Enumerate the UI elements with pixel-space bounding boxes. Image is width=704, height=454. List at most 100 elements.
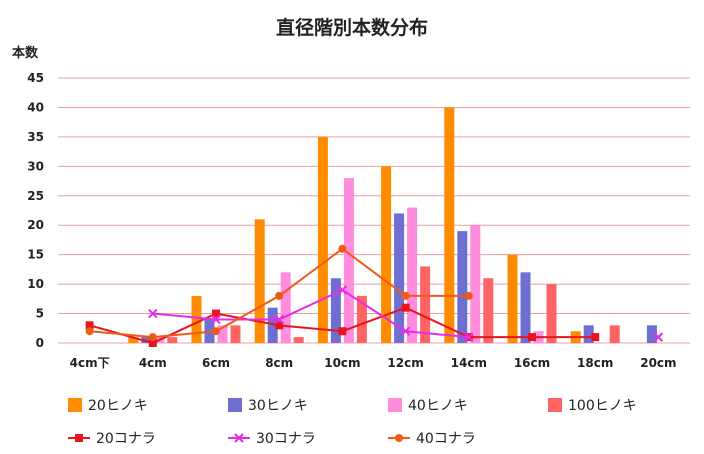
y-tick-labels: 0 5 10 15 20 25 30 35 40 45 (27, 71, 44, 350)
legend-label: 40ヒノキ (408, 398, 468, 414)
legend-marker (395, 434, 403, 442)
legend-item-40コナラ: 40コナラ (388, 431, 476, 447)
y-tick-label: 10 (27, 277, 44, 291)
y-axis-label: 本数 (12, 45, 39, 61)
bar-100ヒノキ-18cm (609, 325, 620, 343)
point-20コナラ-4cm下 (85, 321, 94, 330)
bar-40ヒノキ-6cm (217, 325, 228, 343)
point-30コナラ-14cm (464, 332, 474, 342)
bar-100ヒノキ-14cm (483, 278, 494, 343)
legend-swatch (388, 398, 402, 412)
bar-20ヒノキ-10cm (317, 136, 328, 343)
legend-label: 40コナラ (416, 431, 476, 447)
point-40コナラ-6cm (212, 327, 220, 336)
chart-title: 直径階別本数分布 (276, 16, 428, 39)
bar-100ヒノキ-6cm (230, 325, 241, 343)
y-tick-label: 0 (36, 336, 44, 350)
legend-label: 100ヒノキ (568, 398, 637, 414)
gridlines (58, 77, 690, 344)
point-40コナラ-8cm (275, 291, 284, 300)
x-tick-label: 4cm下 (70, 356, 110, 370)
bar-40ヒノキ-8cm (280, 272, 291, 343)
bar-30ヒノキ-18cm (583, 325, 594, 343)
legend-swatch (228, 398, 242, 412)
bar-20ヒノキ-4cm (128, 337, 139, 343)
x-tick-label: 6cm (202, 356, 230, 370)
legend-swatch (548, 398, 562, 412)
bar-20ヒノキ-16cm (507, 254, 518, 343)
y-tick-label: 40 (27, 100, 44, 114)
legend-item-100ヒノキ: 100ヒノキ (548, 398, 637, 414)
x-tick-label: 20cm (640, 356, 676, 370)
point-30コナラ-6cm (211, 314, 221, 325)
bar-30ヒノキ-4cm (141, 337, 152, 343)
x-tick-label: 10cm (324, 356, 360, 370)
point-30コナラ-4cm (148, 308, 158, 319)
x-tick-label: 14cm (451, 356, 487, 370)
bar-100ヒノキ-4cm (167, 337, 178, 343)
lines-group (85, 244, 664, 347)
bar-40ヒノキ-14cm (470, 225, 481, 343)
line-20コナラ (89, 306, 596, 345)
x-tick-label: 8cm (265, 356, 293, 370)
bar-20ヒノキ-6cm (191, 295, 202, 343)
point-40コナラ-4cm下 (85, 327, 94, 336)
bar-30ヒノキ-12cm (394, 213, 405, 343)
legend-marker (234, 433, 244, 443)
x-tick-label: 12cm (387, 356, 423, 370)
line-30コナラ (152, 288, 469, 339)
bar-40ヒノキ-10cm (343, 178, 354, 343)
y-tick-label: 35 (27, 130, 44, 144)
point-20コナラ-18cm (591, 333, 600, 342)
bar-30ヒノキ-8cm (267, 307, 278, 343)
point-30コナラ-12cm (400, 326, 411, 336)
legend-marker (75, 434, 83, 442)
y-tick-label: 20 (27, 218, 44, 232)
legend-item-20ヒノキ: 20ヒノキ (68, 398, 148, 414)
legend-item-20コナラ: 20コナラ (68, 431, 156, 447)
bar-20ヒノキ-8cm (254, 219, 265, 343)
point-20コナラ-10cm (338, 327, 347, 336)
x-tick-label: 18cm (577, 356, 613, 370)
bar-30ヒノキ-14cm (457, 231, 468, 343)
legend-label: 20ヒノキ (88, 398, 148, 414)
bar-20ヒノキ-12cm (381, 166, 392, 343)
y-tick-label: 30 (27, 159, 44, 173)
bar-20ヒノキ-14cm (444, 107, 455, 343)
y-tick-label: 15 (27, 248, 44, 262)
point-40コナラ-12cm (401, 291, 410, 300)
point-40コナラ-4cm (148, 333, 157, 342)
legend-label: 30コナラ (256, 431, 316, 447)
legend: 20ヒノキ 30ヒノキ 40ヒノキ 100ヒノキ 20コナラ 30コナラ 40コナラ (68, 398, 637, 447)
y-tick-label: 5 (36, 307, 44, 321)
bar-100ヒノキ-12cm (420, 266, 431, 343)
legend-label: 20コナラ (96, 431, 156, 447)
y-tick-label: 25 (27, 189, 44, 203)
x-tick-labels: 4cm下 4cm 6cm 8cm 10cm 12cm 14cm 16cm 18cm 20cm (70, 356, 677, 370)
point-20コナラ-6cm (212, 309, 220, 318)
legend-swatch (68, 398, 82, 412)
point-30コナラ-10cm (337, 285, 348, 295)
legend-item-40ヒノキ: 40ヒノキ (388, 398, 468, 414)
point-20コナラ-16cm (528, 333, 536, 342)
point-20コナラ-12cm (401, 303, 410, 312)
point-20コナラ-4cm (148, 339, 157, 347)
bar-30ヒノキ-10cm (330, 278, 341, 343)
y-tick-label: 45 (27, 71, 44, 85)
bar-100ヒノキ-16cm (546, 284, 557, 343)
bar-30ヒノキ-20cm (646, 325, 657, 343)
point-40コナラ-10cm (338, 244, 347, 253)
bar-40ヒノキ-12cm (407, 207, 418, 343)
point-30コナラ-20cm (653, 332, 664, 342)
legend-label: 30ヒノキ (248, 398, 308, 414)
legend-item-30コナラ: 30コナラ (228, 431, 316, 447)
x-tick-label: 4cm (139, 356, 167, 370)
bar-100ヒノキ-8cm (293, 337, 304, 343)
point-20コナラ-8cm (275, 321, 284, 330)
bar-100ヒノキ-10cm (356, 295, 367, 343)
bar-30ヒノキ-16cm (520, 272, 531, 343)
legend-item-30ヒノキ: 30ヒノキ (228, 398, 308, 414)
point-30コナラ-8cm (274, 314, 284, 325)
